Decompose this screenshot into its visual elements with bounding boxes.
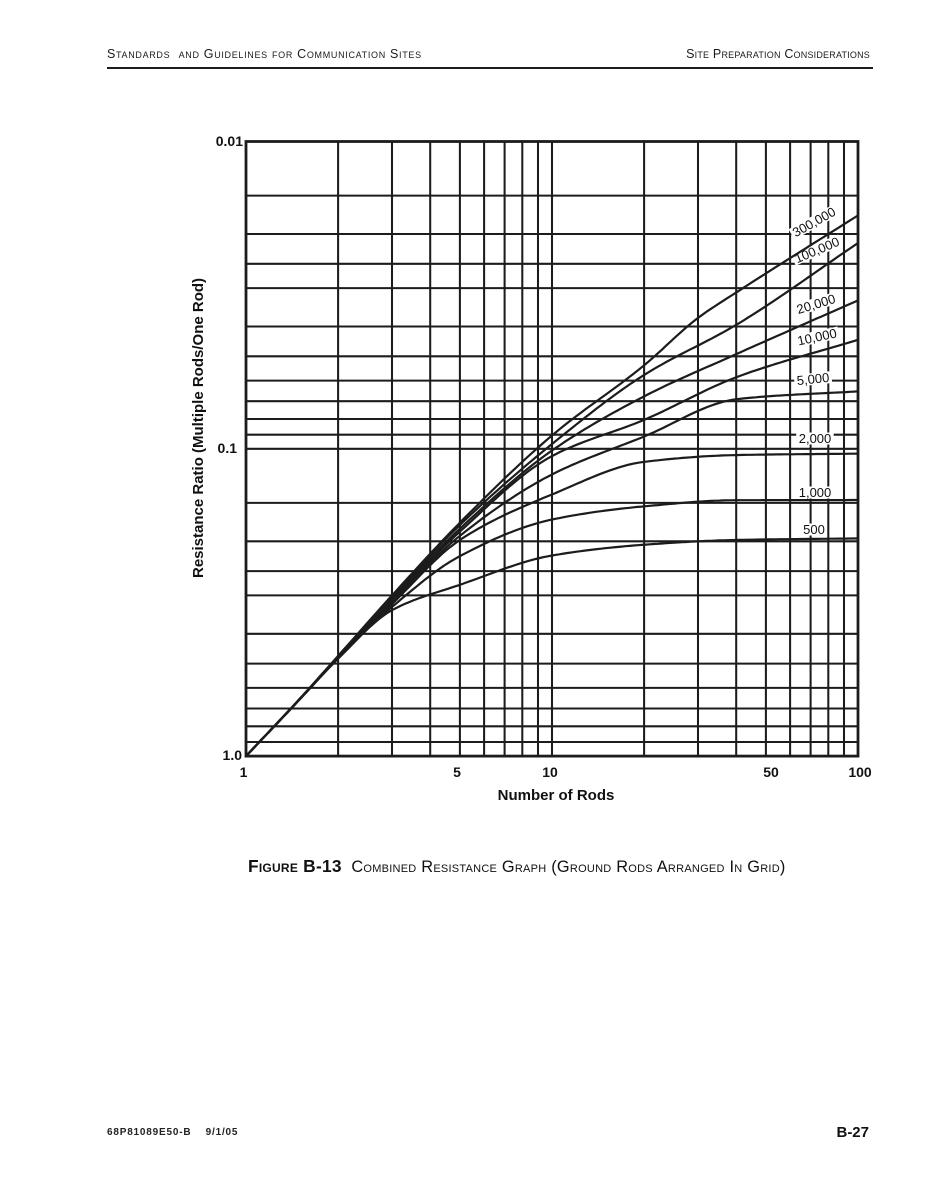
svg-text:5,000: 5,000	[796, 370, 830, 388]
svg-text:10,000: 10,000	[796, 326, 838, 349]
svg-text:1: 1	[240, 764, 248, 780]
svg-text:0.1: 0.1	[218, 440, 238, 456]
svg-text:500: 500	[803, 522, 825, 537]
svg-text:5: 5	[453, 764, 461, 780]
svg-text:Resistance Ratio (Multiple Rod: Resistance Ratio (Multiple Rods/One Rod)	[190, 278, 207, 578]
svg-text:10: 10	[542, 764, 558, 780]
svg-text:50: 50	[763, 764, 779, 780]
svg-text:100,000: 100,000	[792, 234, 841, 266]
svg-text:1.0: 1.0	[223, 747, 243, 763]
svg-text:0.01: 0.01	[216, 133, 243, 149]
svg-text:2,000: 2,000	[799, 431, 832, 446]
svg-text:100: 100	[848, 764, 872, 780]
svg-text:Number of Rods: Number of Rods	[498, 787, 615, 804]
svg-text:1,000: 1,000	[799, 485, 832, 500]
